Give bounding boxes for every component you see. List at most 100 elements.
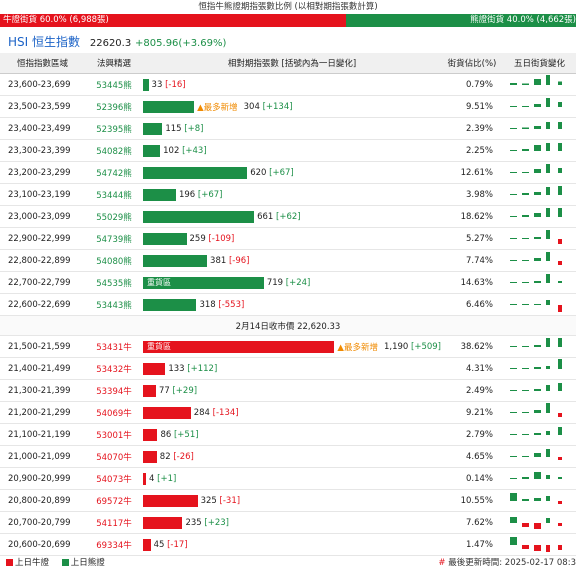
product-code-link[interactable]: 52396熊 xyxy=(85,95,143,118)
product-code-link[interactable]: 55029熊 xyxy=(85,205,143,228)
product-code-link[interactable]: 54073牛 xyxy=(85,467,143,490)
product-code-link[interactable]: 54535熊 xyxy=(85,271,143,294)
product-code-link[interactable]: 53001牛 xyxy=(85,423,143,446)
five-day-sparkline xyxy=(503,73,576,96)
table-row: 20,700-20,799 54117牛 235 [+23] 7.62% xyxy=(0,511,576,534)
contracts-change: [-96] xyxy=(228,255,250,266)
sparkline-bar xyxy=(546,545,550,552)
bar-wrap: 196 [+67] xyxy=(143,188,441,202)
outstanding-pct-cell: 7.74% xyxy=(441,249,503,272)
outstanding-pct-cell: 2.25% xyxy=(441,139,503,162)
product-code-link[interactable]: 52395熊 xyxy=(85,117,143,140)
contracts-bar-cell: 102 [+43] xyxy=(143,139,441,162)
product-code-link[interactable]: 53394牛 xyxy=(85,379,143,402)
product-code-link[interactable]: 54069牛 xyxy=(85,401,143,424)
sparkline-bar xyxy=(522,215,529,217)
product-code-link[interactable]: 54082熊 xyxy=(85,139,143,162)
product-code-link[interactable]: 53432牛 xyxy=(85,357,143,380)
index-range-cell: 21,500-21,599 xyxy=(0,335,85,358)
sparkline-chart xyxy=(510,300,562,315)
product-code-link[interactable]: 54739熊 xyxy=(85,227,143,250)
ratio-caption: 恒指牛熊證期指張數比例 (以相對期指張數計算) xyxy=(198,2,378,12)
contracts-bar xyxy=(143,450,157,463)
product-code-link[interactable]: 54080熊 xyxy=(85,249,143,272)
contracts-qty: 82 xyxy=(159,451,171,462)
contracts-qty: 45 xyxy=(153,539,165,550)
contracts-bar xyxy=(143,538,151,551)
product-code-link[interactable]: 69572牛 xyxy=(85,489,143,512)
contracts-bar xyxy=(143,122,163,135)
index-range-cell: 21,300-21,399 xyxy=(0,379,85,402)
sparkline-bar xyxy=(510,517,517,523)
outstanding-pct-cell: 9.51% xyxy=(441,95,503,118)
sparkline-chart xyxy=(510,252,562,265)
bar-wrap: 重貨區 719 [+24] xyxy=(143,276,441,290)
index-code[interactable]: HSI xyxy=(8,35,29,49)
contracts-bar-cell: 33 [-16] xyxy=(143,73,441,96)
product-code-link[interactable]: 54070牛 xyxy=(85,445,143,468)
sparkline-bar xyxy=(546,143,550,151)
contracts-label: 86 [+51] xyxy=(160,430,198,440)
product-code-link[interactable]: 53444熊 xyxy=(85,183,143,206)
contracts-change: [+62] xyxy=(276,211,301,222)
most-new-tag: ▲最多新增 xyxy=(197,102,238,113)
contracts-qty: 318 xyxy=(199,299,216,310)
contracts-change: [+67] xyxy=(269,167,294,178)
contracts-bar-cell: 318 [-553] xyxy=(143,293,441,316)
index-name[interactable]: 恒生指數 xyxy=(32,35,81,49)
sparkline-bar xyxy=(558,168,562,173)
sparkline-bar xyxy=(534,410,541,413)
contracts-bar xyxy=(143,144,161,157)
product-code-link[interactable]: 54117牛 xyxy=(85,511,143,534)
contracts-qty: 102 xyxy=(163,145,180,156)
product-code-link[interactable]: 53431牛 xyxy=(85,335,143,358)
contracts-bar-cell: 284 [-134] xyxy=(143,401,441,424)
five-day-sparkline xyxy=(503,335,576,358)
contracts-change: [+23] xyxy=(204,517,229,528)
contracts-bar-cell: 620 [+67] xyxy=(143,161,441,184)
sparkline-bar xyxy=(522,477,529,479)
bar-wrap: 318 [-553] xyxy=(143,298,441,312)
outstanding-pct-cell: 9.21% xyxy=(441,401,503,424)
table-row: 21,400-21,499 53432牛 133 [+112] 4.31% xyxy=(0,357,576,380)
contracts-qty: 115 xyxy=(165,123,182,134)
last-updated: # 最後更新時間: 2025-02-17 08:3 xyxy=(438,556,576,570)
contracts-bar-cell: 重貨區 ▲最多新增 1,190 [+509] xyxy=(143,335,441,358)
sparkline-bar xyxy=(558,261,562,265)
contracts-label: 33 [-16] xyxy=(152,80,186,90)
five-day-sparkline xyxy=(503,293,576,316)
product-code-link[interactable]: 53443熊 xyxy=(85,293,143,316)
outstanding-pct-cell: 1.47% xyxy=(441,533,503,556)
bar-wrap: 4 [+1] xyxy=(143,472,441,486)
outstanding-pct-cell: 6.46% xyxy=(441,293,503,316)
sparkline-chart xyxy=(510,98,562,107)
five-day-sparkline xyxy=(503,95,576,118)
outstanding-pct-cell: 0.14% xyxy=(441,467,503,490)
bar-wrap: 661 [+62] xyxy=(143,210,441,224)
contracts-qty: 86 xyxy=(160,429,172,440)
five-day-sparkline xyxy=(503,467,576,490)
sparkline-chart xyxy=(510,143,562,151)
product-code-link[interactable]: 53445熊 xyxy=(85,73,143,96)
five-day-sparkline xyxy=(503,183,576,206)
product-code-link[interactable]: 69334牛 xyxy=(85,533,143,556)
contracts-bar xyxy=(143,78,149,91)
legend-bull: 上日牛證 xyxy=(6,558,49,568)
contracts-label: 304 [+134] xyxy=(244,102,293,112)
sparkline-chart xyxy=(510,427,562,435)
contracts-bar-cell: ▲最多新增 304 [+134] xyxy=(143,95,441,118)
bar-wrap: 102 [+43] xyxy=(143,144,441,158)
sparkline-bar xyxy=(534,281,541,283)
bar-wrap: 86 [+51] xyxy=(143,428,441,442)
index-range-cell: 20,700-20,799 xyxy=(0,511,85,534)
sparkline-bar xyxy=(546,230,550,239)
contracts-bar xyxy=(143,298,197,311)
sparkline-bar xyxy=(558,186,562,195)
index-range-cell: 21,400-21,499 xyxy=(0,357,85,380)
contracts-change: [-16] xyxy=(165,79,186,90)
product-code-link[interactable]: 54742熊 xyxy=(85,161,143,184)
sparkline-bar xyxy=(522,127,529,129)
sparkline-bar xyxy=(534,345,541,347)
index-value: 22620.3 xyxy=(89,38,132,49)
contracts-qty: 661 xyxy=(257,211,274,222)
